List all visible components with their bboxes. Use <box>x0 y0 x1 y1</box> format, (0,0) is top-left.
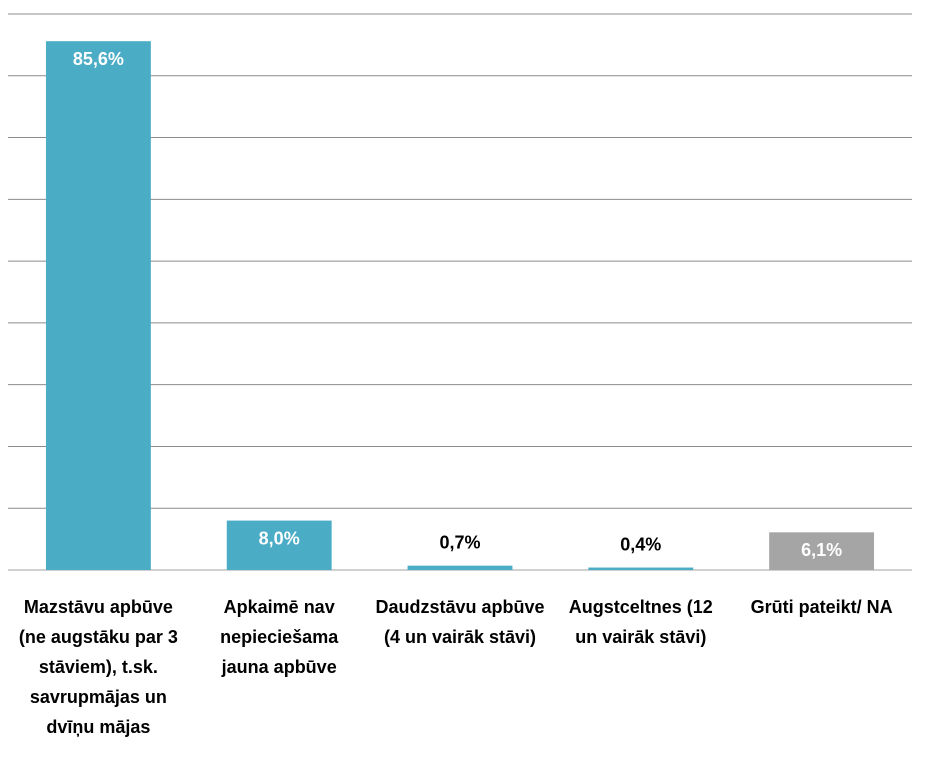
x-tick-label: Augstceltnes (12 un vairāk stāvi) <box>568 597 713 647</box>
bar <box>588 567 694 570</box>
data-label: 85,6% <box>73 49 124 69</box>
bar <box>45 41 151 570</box>
x-tick-label: Grūti pateikt/ NA <box>750 597 893 617</box>
bar <box>407 565 513 570</box>
data-label: 6,1% <box>801 540 842 560</box>
data-label: 8,0% <box>259 528 300 548</box>
data-label: 0,4% <box>620 534 661 554</box>
x-tick-label: Daudzstāvu apbūve (4 un vairāk stāvi) <box>375 597 545 647</box>
data-label: 0,7% <box>439 532 480 552</box>
x-tick-label: Mazstāvu apbūve (ne augstāku par 3 stāvi… <box>18 597 178 737</box>
x-tick-label: Apkaimē nav nepieciešama jauna apbūve <box>220 597 339 677</box>
bar <box>769 532 875 570</box>
bar <box>226 520 332 570</box>
